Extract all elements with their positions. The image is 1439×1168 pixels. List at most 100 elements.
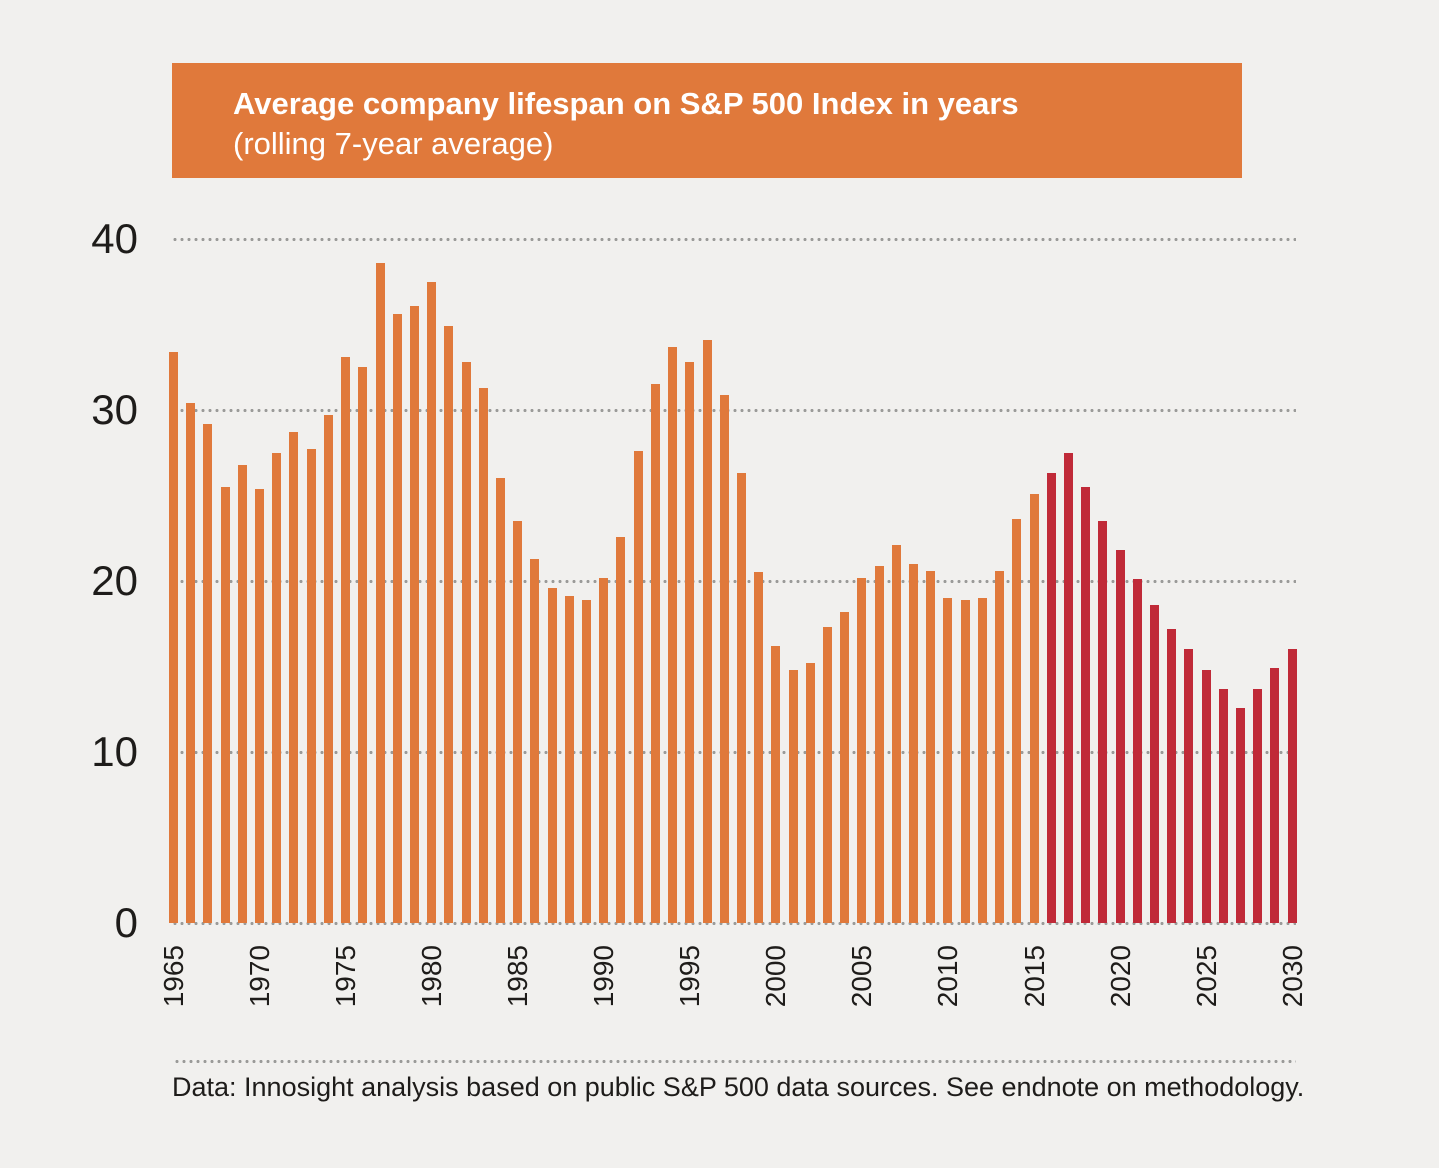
y-tick-10: 10 <box>91 728 138 775</box>
bar-2027 <box>1236 707 1246 923</box>
bar-2012 <box>977 598 987 923</box>
data-source-note: Data: Innosight analysis based on public… <box>172 1072 1305 1102</box>
bar-1979 <box>409 305 419 923</box>
x-tick-1975: 1975 <box>330 945 362 1008</box>
bar-1999 <box>754 572 764 923</box>
bar-2017 <box>1063 452 1073 923</box>
y-tick-30: 30 <box>91 386 138 433</box>
bar-1970 <box>255 488 265 923</box>
bar-2013 <box>995 570 1005 923</box>
bar-2022 <box>1149 604 1159 923</box>
bar-2026 <box>1218 688 1228 923</box>
x-tick-2015: 2015 <box>1018 945 1050 1008</box>
bar-2025 <box>1201 669 1211 923</box>
bar-1995 <box>685 362 695 923</box>
gridline-40 <box>172 237 1296 241</box>
x-tick-1980: 1980 <box>416 945 448 1008</box>
bar-2003 <box>822 627 832 923</box>
gridline-20 <box>172 579 1296 583</box>
bar-1981 <box>444 326 454 923</box>
bar-1997 <box>719 394 729 923</box>
bar-1993 <box>650 384 660 923</box>
bar-2020 <box>1115 550 1125 923</box>
gridlines <box>172 237 1296 925</box>
bar-1980 <box>427 281 437 923</box>
footer-divider <box>174 1060 1296 1063</box>
bar-2014 <box>1012 519 1022 923</box>
bar-1991 <box>616 536 626 923</box>
bar-2021 <box>1132 579 1142 923</box>
bar-2023 <box>1167 628 1177 923</box>
x-tick-2020: 2020 <box>1104 945 1136 1008</box>
bar-1989 <box>582 599 592 923</box>
y-tick-0: 0 <box>114 899 138 946</box>
x-tick-1990: 1990 <box>588 945 620 1008</box>
chart-title: Average company lifespan on S&P 500 Inde… <box>233 86 1019 121</box>
y-axis-labels: 0 10 20 30 40 <box>30 215 138 946</box>
gridline-30 <box>172 408 1296 412</box>
bar-2029 <box>1270 668 1280 923</box>
bar-2019 <box>1098 521 1108 923</box>
x-tick-2005: 2005 <box>846 945 878 1008</box>
bar-2010 <box>943 598 953 923</box>
y-tick-20: 20 <box>91 557 138 604</box>
bar-2008 <box>909 563 919 923</box>
bar-1998 <box>736 473 746 923</box>
chart-header-banner: Average company lifespan on S&P 500 Inde… <box>172 63 1242 178</box>
x-tick-2030: 2030 <box>1276 945 1308 1008</box>
chart-subtitle: (rolling 7-year average) <box>233 126 554 161</box>
bar-2024 <box>1184 649 1194 923</box>
bar-1975 <box>341 357 351 923</box>
gridline-10 <box>172 750 1296 754</box>
bar-2002 <box>805 663 815 923</box>
bar-1966 <box>186 403 196 923</box>
bar-2030 <box>1287 649 1297 923</box>
bar-1977 <box>375 262 385 923</box>
gridline-0 <box>172 921 1296 925</box>
bar-1986 <box>530 558 540 923</box>
x-tick-1995: 1995 <box>674 945 706 1008</box>
bar-1996 <box>702 339 712 923</box>
bar-1992 <box>633 451 643 923</box>
bar-2009 <box>926 570 936 923</box>
y-tick-40: 40 <box>91 215 138 262</box>
x-tick-2010: 2010 <box>932 945 964 1008</box>
x-tick-2025: 2025 <box>1190 945 1222 1008</box>
bar-1972 <box>289 432 299 923</box>
bar-1994 <box>668 346 678 923</box>
bar-2005 <box>857 577 867 923</box>
bar-1985 <box>513 521 523 923</box>
bar-1982 <box>461 362 471 923</box>
bar-1969 <box>237 464 247 923</box>
bar-2018 <box>1081 486 1091 923</box>
bar-2011 <box>960 599 970 923</box>
bar-1990 <box>599 577 609 923</box>
bars <box>169 239 1314 923</box>
bar-2007 <box>891 545 901 923</box>
x-tick-1985: 1985 <box>502 945 534 1008</box>
bar-2006 <box>874 565 884 923</box>
bar-1973 <box>306 449 316 923</box>
bar-1974 <box>323 415 333 923</box>
bar-1983 <box>478 387 488 923</box>
bar-2000 <box>771 645 781 923</box>
x-tick-1970: 1970 <box>244 945 276 1008</box>
bar-1965 <box>169 351 178 923</box>
x-axis-labels: 1965 1970 1975 1980 1985 1990 1995 2000 2005 2010… <box>158 945 1314 1040</box>
bar-2028 <box>1253 688 1263 923</box>
bar-1971 <box>272 452 282 923</box>
bar-1984 <box>495 478 505 923</box>
bar-2004 <box>840 611 850 923</box>
bar-1967 <box>203 423 213 923</box>
x-tick-1965: 1965 <box>158 945 189 1008</box>
bar-2015 <box>1029 493 1039 923</box>
x-tick-2000: 2000 <box>760 945 792 1008</box>
bar-1968 <box>220 486 230 923</box>
bar-2016 <box>1046 473 1056 923</box>
bar-2001 <box>788 669 798 923</box>
bar-1978 <box>392 314 402 923</box>
bar-1988 <box>564 596 574 923</box>
bar-1987 <box>547 587 557 923</box>
